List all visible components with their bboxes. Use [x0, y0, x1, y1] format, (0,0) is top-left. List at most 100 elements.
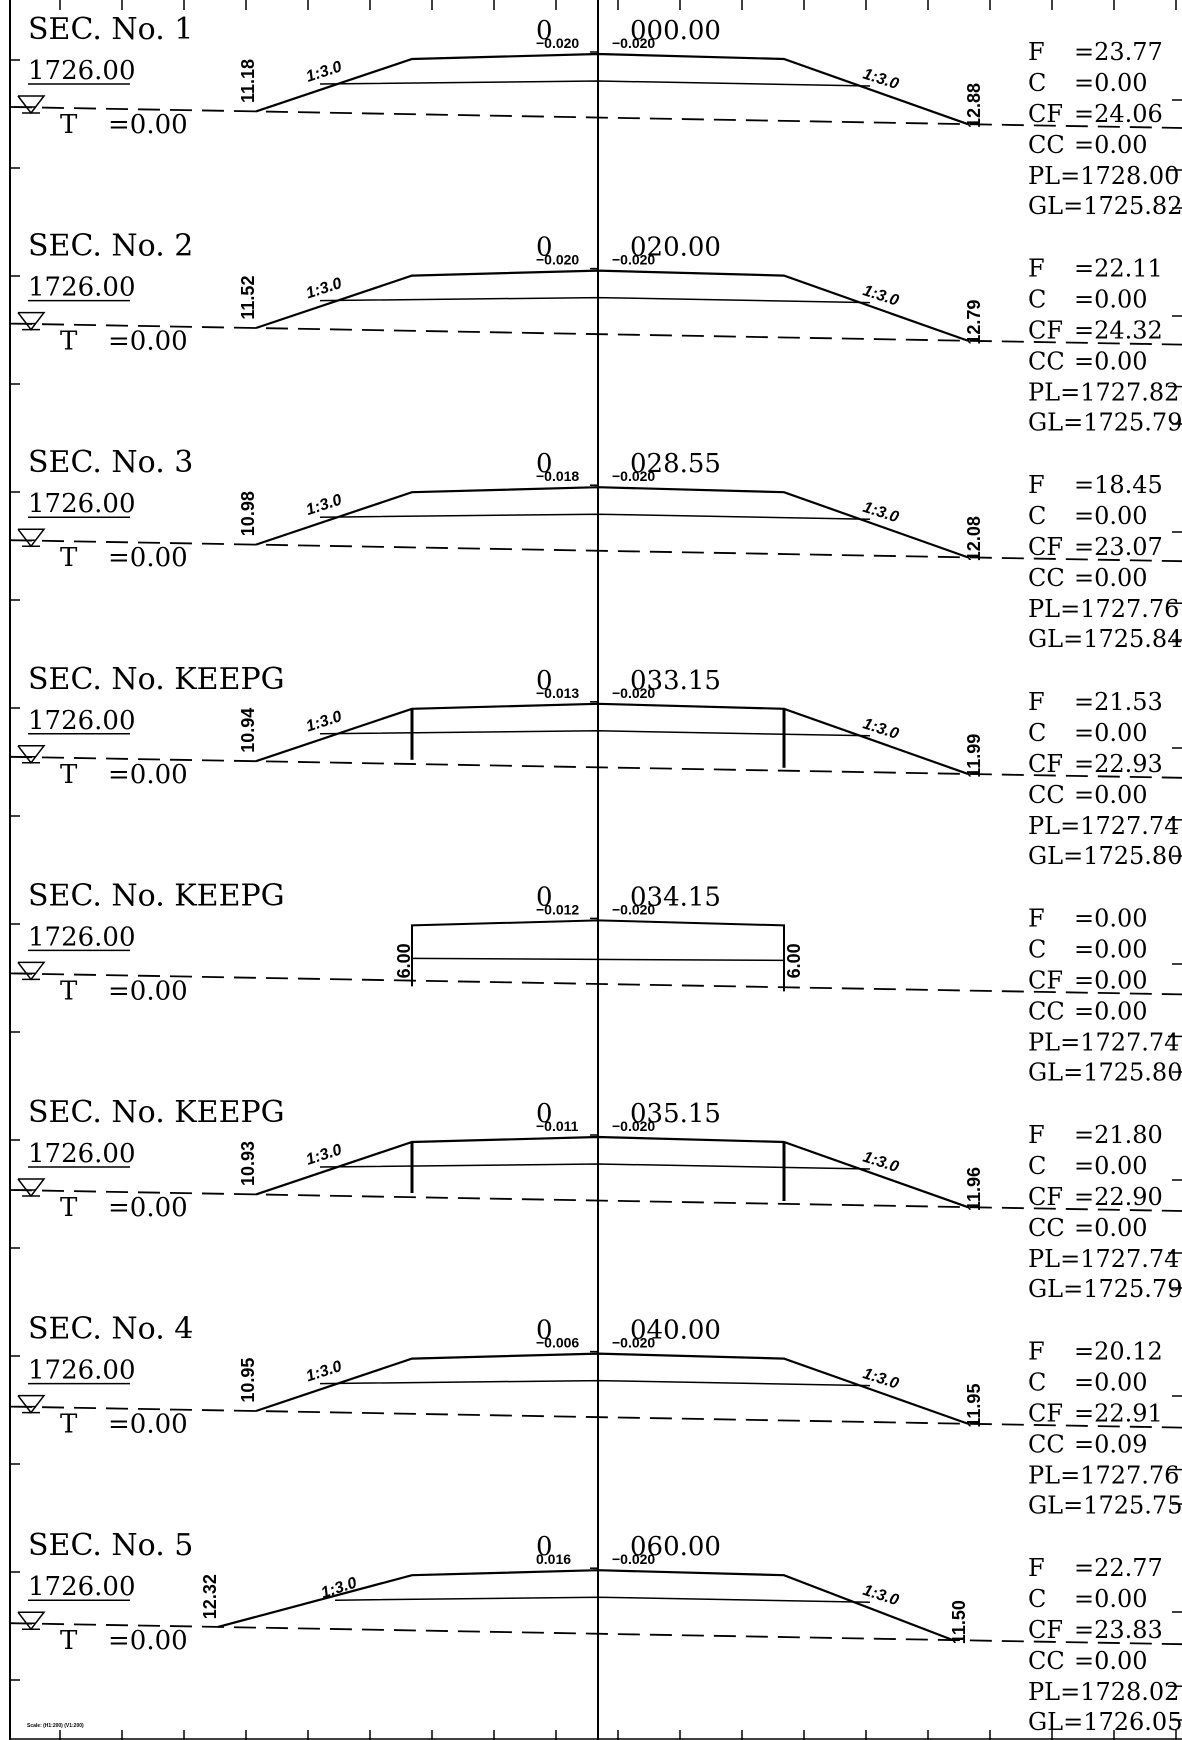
- prop-value-c: =0.00: [1074, 719, 1148, 747]
- prop-pl: PL=1727.74: [1028, 1245, 1179, 1273]
- section-6: SEC. No. KEEPG 0 035.151726.00T =0.001:3.0 1…: [10, 1095, 1182, 1303]
- prop-pl: PL=1727.74: [1028, 812, 1179, 840]
- datum-label: T: [60, 1193, 78, 1223]
- prop-value-cf: =23.83: [1074, 1616, 1163, 1644]
- left-slope-label: 1:3.0: [304, 708, 344, 735]
- embankment-outline: [218, 1570, 953, 1640]
- prop-label-c: C: [1028, 1369, 1046, 1397]
- prop-label-f: F: [1028, 255, 1045, 283]
- prop-value-cc: =0.00: [1074, 348, 1148, 376]
- datum-t-value: =0.00: [108, 1626, 188, 1656]
- right-slope-label: 1:3.0: [861, 1582, 901, 1609]
- prop-gl: GL=1725.75: [1028, 1492, 1182, 1520]
- pavement-layer-line: [320, 298, 870, 303]
- left-camber-label: −0.018: [536, 468, 579, 484]
- section-title: SEC. No. 5: [28, 1528, 193, 1563]
- prop-value-cf: =22.90: [1074, 1183, 1163, 1211]
- left-slope-label: 1:3.0: [304, 275, 344, 302]
- prop-label-cf: CF: [1028, 1400, 1063, 1428]
- pavement-layer-line: [320, 731, 870, 736]
- left-height-label: 11.52: [238, 276, 258, 320]
- prop-pl: PL=1727.76: [1028, 595, 1179, 623]
- datum-t-value: =0.00: [108, 760, 188, 790]
- prop-value-cf: =0.00: [1074, 966, 1148, 994]
- prop-label-f: F: [1028, 1554, 1045, 1582]
- datum-label: T: [60, 327, 78, 357]
- left-slope-label: 1:3.0: [304, 1358, 344, 1385]
- prop-label-cf: CF: [1028, 100, 1063, 128]
- pavement-layer-line: [320, 514, 870, 519]
- prop-value-cc: =0.00: [1074, 1647, 1148, 1675]
- pavement-layer-line: [335, 1597, 870, 1602]
- prop-label-f: F: [1028, 471, 1045, 499]
- datum-marker: [18, 313, 44, 330]
- datum-t-value: =0.00: [108, 110, 188, 140]
- prop-pl: PL=1727.82: [1028, 379, 1179, 407]
- right-camber-label: −0.020: [612, 901, 655, 917]
- prop-gl: GL=1725.82: [1028, 192, 1182, 220]
- prop-value-cc: =0.00: [1074, 997, 1148, 1025]
- left-camber-label: −0.020: [536, 252, 579, 268]
- datum-elevation: 1726.00: [28, 56, 136, 86]
- left-height-label: 10.98: [238, 491, 258, 536]
- prop-value-f: =20.12: [1074, 1338, 1163, 1366]
- left-height-label: 10.95: [238, 1358, 258, 1403]
- datum-t-value: =0.00: [108, 543, 188, 573]
- section-1: SEC. No. 1 0 000.001726.00T =0.001:3.0 1:3.0…: [10, 12, 1182, 220]
- datum-label: T: [60, 543, 78, 573]
- prop-value-cf: =24.32: [1074, 317, 1163, 345]
- left-camber-label: −0.012: [536, 901, 579, 917]
- datum-elevation: 1726.00: [28, 1356, 136, 1386]
- datum-marker: [18, 529, 44, 546]
- datum-elevation: 1726.00: [28, 273, 136, 303]
- right-height-label: 12.79: [964, 300, 984, 345]
- prop-label-cc: CC: [1028, 1431, 1065, 1459]
- section-8: SEC. No. 5 0 060.00 1726.00 T =0.00 1:3.0 1:3.0…: [10, 1528, 1182, 1736]
- prop-label-cf: CF: [1028, 533, 1063, 561]
- right-camber-label: −0.020: [612, 35, 655, 51]
- prop-pl: PL=1728.00: [1028, 162, 1179, 190]
- section-title: SEC. No. 2: [28, 229, 193, 264]
- left-camber-label: 0.016: [536, 1551, 571, 1567]
- prop-label-cf: CF: [1028, 750, 1063, 778]
- left-slope-label: 1:3.0: [304, 58, 344, 85]
- prop-value-c: =0.00: [1074, 1369, 1148, 1397]
- datum-t-value: =0.00: [108, 327, 188, 357]
- right-camber-label: −0.020: [612, 685, 655, 701]
- prop-gl: GL=1725.80: [1028, 842, 1182, 870]
- prop-label-f: F: [1028, 1338, 1045, 1366]
- datum-label: T: [60, 976, 78, 1006]
- datum-elevation: 1726.00: [28, 1139, 136, 1169]
- pavement-layer-line: [320, 1381, 870, 1386]
- scale-note: Scale: (H1:200) (V1:200): [27, 1723, 84, 1729]
- datum-label: T: [60, 1410, 78, 1440]
- prop-label-f: F: [1028, 904, 1045, 932]
- datum-label: T: [60, 110, 78, 140]
- prop-label-c: C: [1028, 1152, 1046, 1180]
- prop-gl: GL=1725.79: [1028, 409, 1182, 437]
- right-height-label: 12.08: [964, 516, 984, 561]
- right-camber-label: −0.020: [612, 468, 655, 484]
- left-slope-label: 1:3.0: [304, 1141, 344, 1168]
- datum-elevation: 1726.00: [28, 706, 136, 736]
- section-5: SEC. No. KEEPG 0 034.15 1726.00 T =0.00 6.00 6.…: [10, 878, 1182, 1086]
- datum-t-value: =0.00: [108, 1193, 188, 1223]
- datum-label: T: [60, 760, 78, 790]
- left-height-label: 12.32: [200, 1574, 220, 1619]
- section-title: SEC. No. KEEPG: [28, 878, 285, 913]
- datum-marker: [18, 746, 44, 763]
- datum-marker: [18, 1179, 44, 1196]
- prop-value-cc: =0.00: [1074, 131, 1148, 159]
- prop-gl: GL=1725.79: [1028, 1275, 1182, 1303]
- prop-label-cc: CC: [1028, 997, 1065, 1025]
- section-title: SEC. No. KEEPG: [28, 1095, 285, 1130]
- left-camber-label: −0.013: [536, 685, 579, 701]
- prop-value-cf: =22.91: [1074, 1400, 1163, 1428]
- prop-value-c: =0.00: [1074, 286, 1148, 314]
- section-title: SEC. No. 4: [28, 1312, 193, 1347]
- prop-label-c: C: [1028, 719, 1046, 747]
- prop-value-f: =22.77: [1074, 1554, 1163, 1582]
- section-7: SEC. No. 4 0 040.001726.00T =0.001:3.0 1:3.0…: [10, 1312, 1182, 1520]
